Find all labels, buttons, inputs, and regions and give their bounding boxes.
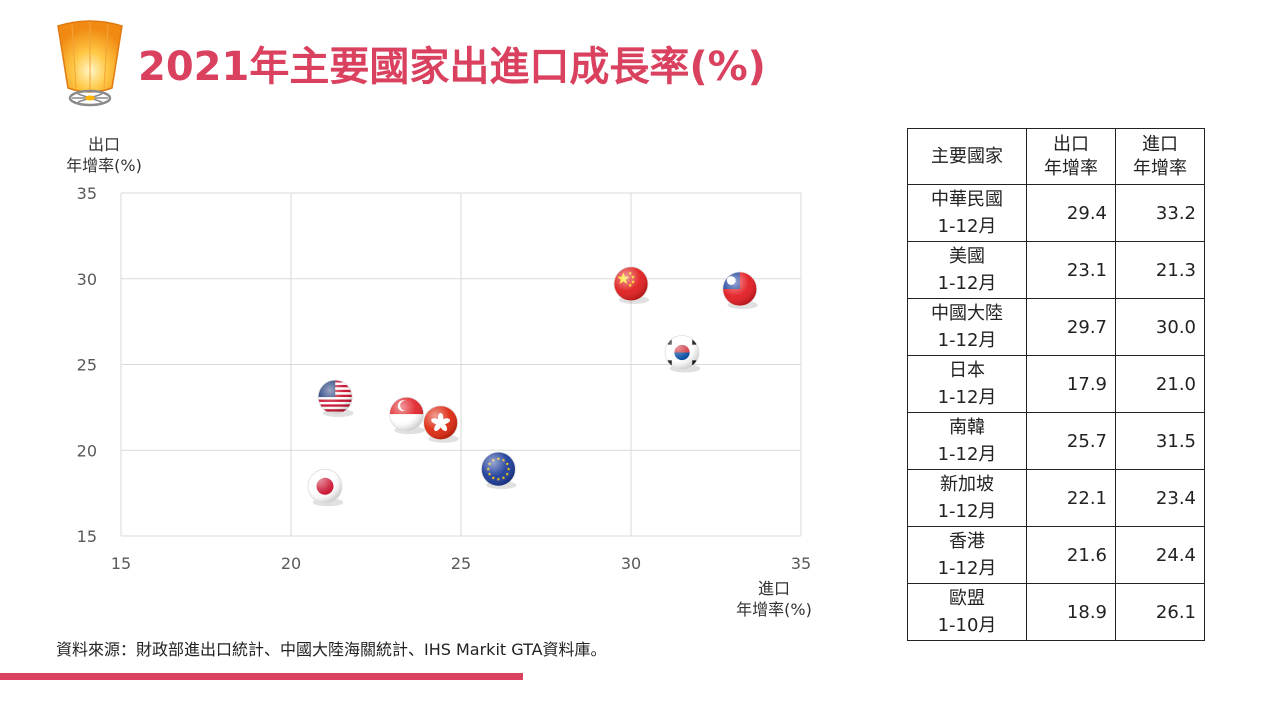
country-name: 美國 bbox=[949, 246, 985, 267]
country-name: 南韓 bbox=[949, 417, 985, 438]
period-label: 1-12月 bbox=[937, 444, 997, 465]
y-tick-label: 20 bbox=[77, 441, 97, 460]
y-tick-label: 15 bbox=[77, 527, 97, 546]
y-axis-unit-line1: 出口 bbox=[87, 135, 120, 154]
import-value: 24.4 bbox=[1115, 526, 1205, 584]
point-gloss bbox=[423, 405, 459, 441]
header-export-line1: 出口 bbox=[1053, 133, 1089, 155]
table-row: 中國大陸 1-12月 29.7 30.0 bbox=[907, 298, 1205, 356]
country-cell: 日本 1-12月 bbox=[907, 355, 1027, 413]
x-tick-label: 15 bbox=[111, 554, 131, 573]
x-axis-unit-line1: 進口 bbox=[757, 579, 790, 598]
export-value: 22.1 bbox=[1026, 469, 1116, 527]
point-gloss bbox=[664, 335, 700, 370]
y-axis-unit-line2: 年增率(%) bbox=[66, 156, 142, 175]
table-row: 中華民國 1-12月 29.4 33.2 bbox=[907, 184, 1205, 242]
header-export-line2: 年增率 bbox=[1044, 157, 1098, 179]
point-gloss bbox=[480, 451, 516, 487]
country-cell: 香港 1-12月 bbox=[907, 526, 1027, 584]
country-name: 日本 bbox=[949, 360, 985, 381]
flag-eu-icon bbox=[480, 451, 517, 490]
table-row: 新加坡 1-12月 22.1 23.4 bbox=[907, 469, 1205, 527]
period-label: 1-12月 bbox=[937, 273, 997, 294]
flag-roc-icon bbox=[722, 271, 759, 309]
scatter-chart: 15 20 25 30 35 15 20 25 30 35 bbox=[77, 184, 812, 573]
flag-hongkong-icon bbox=[423, 405, 459, 443]
import-value: 23.4 bbox=[1115, 469, 1205, 527]
import-value: 33.2 bbox=[1115, 184, 1205, 242]
period-label: 1-12月 bbox=[937, 558, 997, 579]
country-cell: 中國大陸 1-12月 bbox=[907, 298, 1027, 356]
point-gloss bbox=[613, 266, 649, 302]
table-header-row: 主要國家 出口 年增率 進口 年增率 bbox=[907, 128, 1205, 185]
point-gloss bbox=[389, 396, 425, 432]
chart-points bbox=[307, 266, 759, 507]
country-cell: 美國 1-12月 bbox=[907, 241, 1027, 299]
period-label: 1-12月 bbox=[937, 501, 997, 522]
country-cell: 南韓 1-12月 bbox=[907, 412, 1027, 470]
header-import-line1: 進口 bbox=[1142, 133, 1178, 155]
x-tick-label: 35 bbox=[791, 554, 811, 573]
export-value: 17.9 bbox=[1026, 355, 1116, 413]
import-value: 21.0 bbox=[1115, 355, 1205, 413]
table-row: 香港 1-12月 21.6 24.4 bbox=[907, 526, 1205, 584]
period-label: 1-12月 bbox=[937, 387, 997, 408]
period-label: 1-12月 bbox=[937, 216, 997, 237]
page-title: 2021年主要國家出進口成長率(%) bbox=[138, 44, 766, 90]
export-value: 25.7 bbox=[1026, 412, 1116, 470]
header-export: 出口 年增率 bbox=[1026, 128, 1116, 185]
header-import: 進口 年增率 bbox=[1115, 128, 1205, 185]
import-value: 21.3 bbox=[1115, 241, 1205, 299]
import-value: 30.0 bbox=[1115, 298, 1205, 356]
table-row: 日本 1-12月 17.9 21.0 bbox=[907, 355, 1205, 413]
chart-grid bbox=[120, 192, 802, 537]
export-value: 23.1 bbox=[1026, 241, 1116, 299]
growth-table: 主要國家 出口 年增率 進口 年增率 中華民國 1-12月 29.4 33.2 美國 1-… bbox=[907, 128, 1205, 641]
export-value: 18.9 bbox=[1026, 583, 1116, 641]
flag-korea-icon bbox=[664, 335, 701, 373]
import-value: 26.1 bbox=[1115, 583, 1205, 641]
point-gloss bbox=[722, 271, 758, 307]
x-tick-label: 20 bbox=[281, 554, 301, 573]
import-value: 31.5 bbox=[1115, 412, 1205, 470]
y-tick-label: 35 bbox=[77, 184, 97, 203]
flag-japan-icon bbox=[307, 468, 344, 507]
table-row: 南韓 1-12月 25.7 31.5 bbox=[907, 412, 1205, 470]
header-import-line2: 年增率 bbox=[1133, 157, 1187, 179]
x-axis-unit: 進口 年增率(%) bbox=[728, 578, 820, 620]
chart-ticks: 15 20 25 30 35 15 20 25 30 35 bbox=[77, 184, 812, 573]
period-label: 1-10月 bbox=[937, 615, 997, 636]
y-tick-label: 25 bbox=[77, 356, 97, 375]
export-value: 29.4 bbox=[1026, 184, 1116, 242]
country-name: 歐盟 bbox=[949, 588, 985, 609]
x-tick-label: 25 bbox=[451, 554, 471, 573]
source-note: 資料來源：財政部進出口統計、中國大陸海關統計、IHS Markit GTA資料庫… bbox=[56, 640, 607, 659]
country-name: 中國大陸 bbox=[931, 303, 1003, 324]
flag-usa-icon bbox=[317, 379, 354, 418]
period-label: 1-12月 bbox=[937, 330, 997, 351]
country-name: 新加坡 bbox=[940, 474, 994, 495]
country-cell: 中華民國 1-12月 bbox=[907, 184, 1027, 242]
flag-china-icon bbox=[613, 266, 650, 304]
y-tick-label: 30 bbox=[77, 270, 97, 289]
sky-lantern-icon bbox=[57, 20, 123, 107]
point-gloss bbox=[317, 379, 353, 415]
export-value: 29.7 bbox=[1026, 298, 1116, 356]
header-country: 主要國家 bbox=[907, 128, 1027, 185]
country-name: 中華民國 bbox=[931, 189, 1003, 210]
table-row: 美國 1-12月 23.1 21.3 bbox=[907, 241, 1205, 299]
country-cell: 新加坡 1-12月 bbox=[907, 469, 1027, 527]
table-row: 歐盟 1-10月 18.9 26.1 bbox=[907, 583, 1205, 641]
point-gloss bbox=[307, 468, 343, 504]
y-axis-unit: 出口 年增率(%) bbox=[58, 134, 150, 176]
country-name: 香港 bbox=[949, 531, 985, 552]
flag-singapore-icon bbox=[389, 396, 425, 435]
x-axis-unit-line2: 年增率(%) bbox=[736, 600, 812, 619]
accent-rule bbox=[0, 673, 523, 680]
x-tick-label: 30 bbox=[621, 554, 641, 573]
country-cell: 歐盟 1-10月 bbox=[907, 583, 1027, 641]
export-value: 21.6 bbox=[1026, 526, 1116, 584]
